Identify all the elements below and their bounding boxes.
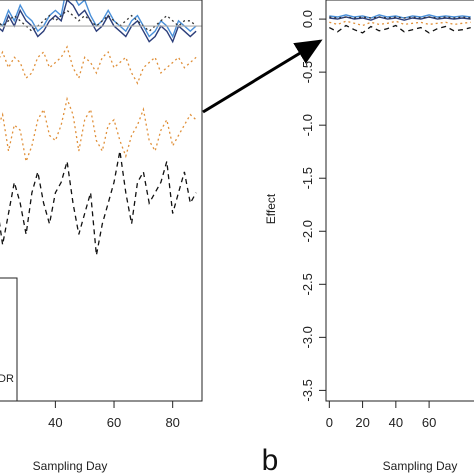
y-tick-label: -2.5 bbox=[300, 273, 315, 295]
y-tick-label: -3.5 bbox=[300, 379, 315, 401]
left-legend: DR bbox=[0, 277, 18, 401]
x-tick-label: 20 bbox=[355, 415, 369, 430]
series-line-5 bbox=[329, 24, 471, 34]
series-line-3 bbox=[329, 16, 471, 19]
series-line-5 bbox=[0, 96, 197, 164]
series-line-2 bbox=[0, 0, 197, 44]
x-tick-label: 80 bbox=[165, 415, 179, 430]
series-line-2 bbox=[329, 16, 471, 21]
right-x-axis-title: Sampling Day bbox=[383, 459, 458, 473]
y-tick-label: -3.0 bbox=[300, 326, 315, 348]
right-x-axis: 0 20 40 60 bbox=[326, 401, 436, 430]
right-y-axis: 0.0 -0.5 -1.0 -1.5 -2.0 -2.5 -3.0 -3.5 bbox=[300, 10, 326, 402]
x-tick-label: 40 bbox=[48, 415, 62, 430]
left-panel: DR 40 60 80 Sampling Day bbox=[0, 0, 203, 473]
connector-arrow bbox=[202, 39, 323, 114]
x-tick-label: 60 bbox=[422, 415, 436, 430]
right-panel: 0.0-0.5-1.0-1.5-2.0-2.5-3.0-3.5 0 20 40 60 … bbox=[262, 0, 474, 474]
x-tick-label: 60 bbox=[107, 415, 121, 430]
left-panel-series bbox=[0, 0, 197, 256]
right-plot-frame bbox=[325, 0, 474, 402]
x-tick-label: 40 bbox=[389, 415, 403, 430]
left-x-axis-title: Sampling Day bbox=[33, 459, 108, 473]
legend-entry-label: DR bbox=[0, 373, 14, 385]
y-tick-label: -1.5 bbox=[300, 167, 315, 189]
x-tick-label: 0 bbox=[326, 415, 333, 430]
y-tick-label: 0.0 bbox=[300, 10, 315, 28]
right-y-axis-title: Effect bbox=[264, 193, 278, 224]
y-tick-label: -2.0 bbox=[300, 220, 315, 242]
series-line-4 bbox=[0, 45, 197, 85]
y-tick-label: -0.5 bbox=[300, 61, 315, 83]
left-x-axis: 40 60 80 bbox=[48, 401, 180, 430]
series-line-6 bbox=[0, 150, 197, 256]
y-tick-label: -1.0 bbox=[300, 114, 315, 136]
panel-label-b: b bbox=[262, 444, 279, 474]
series-line-4 bbox=[329, 20, 471, 27]
series-line-3 bbox=[0, 9, 197, 33]
legend-box bbox=[0, 277, 18, 401]
left-plot-frame bbox=[0, 0, 203, 402]
right-panel-series bbox=[329, 14, 471, 34]
